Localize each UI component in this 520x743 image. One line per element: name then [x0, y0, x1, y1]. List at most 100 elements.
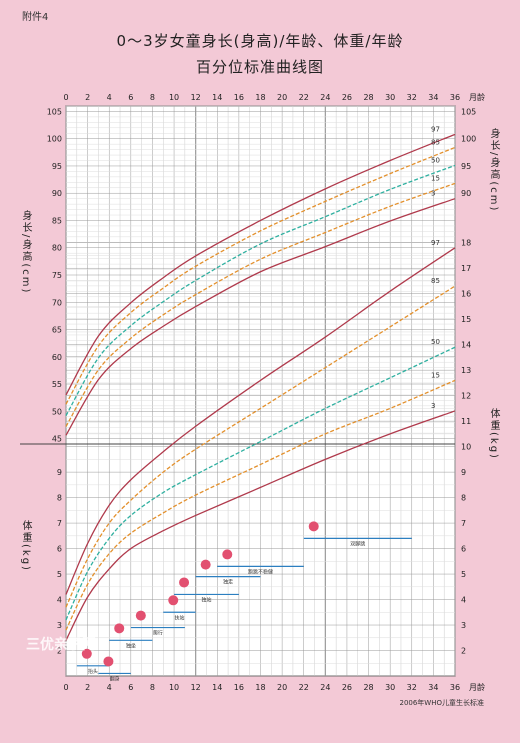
- month-tick-bottom: 2: [85, 683, 90, 692]
- source-footnote: 2006年WHO儿童生长标准: [399, 699, 484, 707]
- milestone-label: 独走: [223, 579, 233, 586]
- weight-tick-right: 7: [461, 519, 466, 528]
- weight-tick-left: 9: [57, 468, 62, 477]
- height-percentile-label: 3: [431, 190, 435, 198]
- month-tick-top: 14: [212, 93, 222, 102]
- weight-tick-right: 18: [461, 239, 471, 248]
- weight-tick-right: 8: [461, 494, 466, 503]
- milestone-label: 翻身: [110, 675, 120, 682]
- watermark-text: 三优亲子网: [26, 637, 96, 653]
- month-tick-bottom: 6: [128, 683, 133, 692]
- height-tick-left: 70: [52, 298, 62, 307]
- month-tick-bottom: 14: [212, 683, 222, 692]
- weight-tick-left: 6: [57, 545, 62, 554]
- milestone-child-icon: [81, 648, 92, 659]
- height-tick-left: 95: [52, 162, 62, 171]
- milestone-label: 独站: [201, 596, 211, 603]
- height-percentile-label: 50: [431, 156, 440, 164]
- height-curve-p97: [65, 133, 456, 396]
- month-tick-bottom: 20: [277, 683, 287, 692]
- weight-tick-right: 13: [461, 366, 471, 375]
- height-tick-right: 90: [461, 189, 471, 198]
- milestone-child-icon: [200, 559, 211, 570]
- weight-tick-right: 17: [461, 264, 471, 273]
- month-tick-bottom: 28: [363, 683, 373, 692]
- month-tick-bottom: 16: [234, 683, 244, 692]
- month-tick-bottom: 0: [63, 683, 68, 692]
- milestone-child-icon: [103, 656, 114, 667]
- height-curve-p85: [65, 146, 456, 405]
- height-tick-left: 105: [47, 107, 62, 116]
- month-tick-top: 4: [107, 93, 112, 102]
- height-tick-left: 55: [52, 380, 62, 389]
- milestone-child-icon: [114, 623, 125, 634]
- weight-tick-right: 3: [461, 621, 466, 630]
- weight-tick-left: 3: [57, 621, 62, 630]
- height-tick-left: 50: [52, 407, 62, 416]
- height-tick-right: 95: [461, 162, 471, 171]
- month-tick-bottom: 30: [385, 683, 395, 692]
- weight-tick-right: 2: [461, 647, 466, 656]
- weight-tick-right: 10: [461, 443, 471, 452]
- weight-curve-p15: [65, 379, 456, 631]
- month-tick-top: 8: [150, 93, 155, 102]
- month-tick-top: 34: [428, 93, 438, 102]
- month-tick-bottom: 36: [450, 683, 460, 692]
- month-tick-bottom: 12: [191, 683, 201, 692]
- weight-tick-right: 12: [461, 392, 471, 401]
- month-tick-bottom: 8: [150, 683, 155, 692]
- milestone-child-icon: [179, 577, 190, 588]
- height-tick-left: 100: [47, 135, 62, 144]
- month-tick-top: 36: [450, 93, 460, 102]
- month-tick-top: 24: [320, 93, 330, 102]
- weight-tick-right: 15: [461, 315, 471, 324]
- chart-subtitle: 百分位标准曲线图: [195, 58, 324, 76]
- height-axis-label-right: 身长/身高(cm): [488, 128, 499, 213]
- month-tick-bottom: 34: [428, 683, 438, 692]
- milestone-label: 独坐: [126, 642, 136, 649]
- weight-curve-p85: [65, 285, 456, 608]
- weight-tick-right: 4: [461, 596, 466, 605]
- milestone-label: 扶站: [174, 614, 184, 621]
- weight-axis-label-right: 体重(kg): [488, 408, 499, 460]
- month-tick-top: 2: [85, 93, 90, 102]
- weight-tick-right: 9: [461, 468, 466, 477]
- weight-tick-left: 5: [57, 570, 62, 579]
- height-tick-left: 75: [52, 271, 62, 280]
- month-tick-top: 28: [363, 93, 373, 102]
- month-tick-bottom: 32: [407, 683, 417, 692]
- chart-title: 0～3岁女童身长(身高)/年龄、体重/年龄: [116, 32, 404, 50]
- height-tick-left: 85: [52, 216, 62, 225]
- month-tick-bottom: 4: [107, 683, 112, 692]
- weight-percentile-label: 15: [431, 371, 440, 379]
- milestone-child-icon: [222, 549, 233, 560]
- height-tick-left: 80: [52, 244, 62, 253]
- month-tick-top: 18: [255, 93, 265, 102]
- month-unit-bottom: 月龄: [469, 682, 485, 692]
- month-unit-top: 月龄: [469, 92, 485, 102]
- month-tick-top: 10: [169, 93, 179, 102]
- month-tick-top: 30: [385, 93, 395, 102]
- weight-tick-left: 2: [57, 647, 62, 656]
- weight-tick-right: 16: [461, 290, 471, 299]
- month-tick-top: 22: [299, 93, 309, 102]
- weight-percentile-label: 85: [431, 277, 440, 285]
- height-tick-left: 65: [52, 326, 62, 335]
- weight-tick-left: 8: [57, 494, 62, 503]
- weight-percentile-label: 97: [431, 239, 440, 247]
- weight-tick-right: 6: [461, 545, 466, 554]
- height-percentile-label: 85: [431, 138, 440, 146]
- weight-percentile-label: 3: [431, 402, 435, 410]
- milestone-label: 跑跳不稳健: [248, 568, 273, 575]
- month-tick-top: 26: [342, 93, 352, 102]
- height-tick-left: 45: [52, 435, 62, 444]
- weight-tick-right: 14: [461, 341, 471, 350]
- height-percentile-label: 15: [431, 174, 440, 182]
- month-tick-bottom: 10: [169, 683, 179, 692]
- weight-curve-p97: [65, 247, 456, 595]
- weight-curve-p50: [65, 346, 456, 621]
- weight-tick-right: 11: [461, 417, 471, 426]
- height-percentile-label: 97: [431, 125, 440, 133]
- weight-tick-left: 7: [57, 519, 62, 528]
